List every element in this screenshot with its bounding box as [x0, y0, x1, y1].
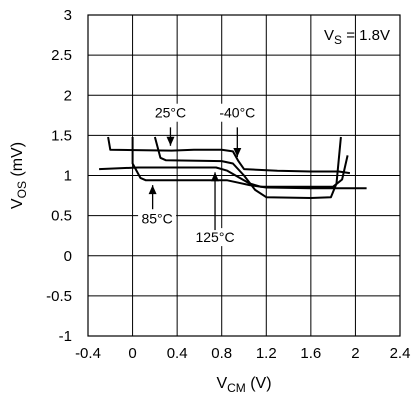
y-tick-label: 2.5 [51, 47, 72, 64]
series-layer [99, 136, 367, 199]
label-layer: -0.4 0 0.4 0.8 1.2 1.6 2 2.4 -1 -0.5 0 0.5 1 1.5 2 2.5 3… [9, 7, 410, 395]
annotation-bg [151, 103, 190, 122]
axis-layer [87, 14, 401, 337]
x-axis-title: VCM (V) [216, 375, 271, 395]
annotation-label: -40°C [219, 105, 255, 121]
x-tick-label: 0.8 [211, 345, 232, 362]
x-tick-label: 0 [128, 345, 136, 362]
y-tick-label: 0.5 [51, 208, 72, 225]
x-tick-label: 1.2 [256, 345, 277, 362]
series-line [107, 136, 351, 175]
y-tick-label: 1.5 [51, 127, 72, 144]
x-tick-label: 0.4 [167, 345, 188, 362]
annotation-bg [138, 209, 177, 228]
annotation-arrowhead [166, 136, 175, 146]
annotation-arrowhead [148, 185, 157, 195]
annotation-bg [192, 228, 239, 247]
annotation-label: 85°C [141, 211, 172, 227]
annotation-arrowhead [211, 172, 219, 182]
y-tick-label: 3 [64, 7, 72, 24]
y-tick-label: 1 [64, 168, 72, 185]
series-line [131, 137, 367, 190]
y-tick-label: 2 [64, 87, 72, 104]
plot-frame [87, 14, 401, 337]
x-tick-label: 1.6 [300, 345, 321, 362]
y-tick-label: -1 [59, 328, 72, 345]
y-axis-title: VOS (mV) [9, 142, 29, 209]
annotation-arrowhead [233, 148, 242, 157]
x-tick-label: 2.4 [390, 345, 411, 362]
x-tick-label: -0.4 [75, 345, 101, 362]
series-line [99, 155, 349, 188]
y-tick-label: 0 [64, 248, 72, 265]
annotation-label: 25°C [155, 105, 186, 121]
y-tick-label: -0.5 [46, 288, 72, 305]
supply-condition-label: VS = 1.8V [324, 27, 390, 47]
annotation-bg [214, 103, 261, 122]
x-tick-label: 2 [351, 345, 359, 362]
annotation-label: 125°C [195, 229, 234, 245]
annotation-layer: 25°C -40°C 85°C 125°C [138, 103, 261, 247]
